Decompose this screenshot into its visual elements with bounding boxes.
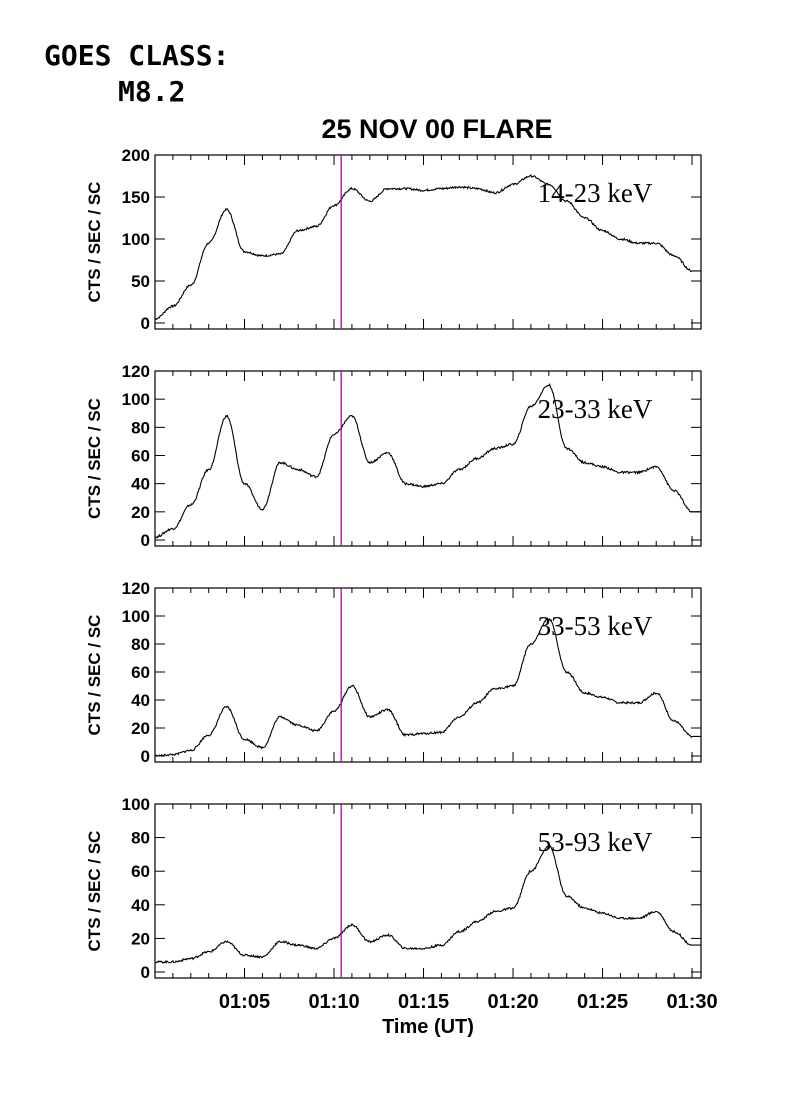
x-axis-label: Time (UT) (382, 1016, 474, 1038)
panel-4: 0 20 40 60 80 100 CTS / SEC / SC 53-93 keV (85, 795, 702, 982)
y-tick-label: 20 (131, 503, 150, 522)
y-axis-label: CTS / SEC / SC (85, 398, 104, 519)
panel-1: 0 50 100 150 200 CTS / SEC / SC 14-23 keV (85, 146, 702, 333)
y-tick-label: 200 (122, 146, 150, 165)
series-line (154, 617, 701, 757)
y-tick-label: 60 (131, 447, 150, 466)
y-tick-label: 50 (131, 272, 150, 291)
y-tick-label: 150 (122, 188, 150, 207)
energy-band-label: 14-23 keV (538, 178, 653, 208)
x-tick-label: 01:10 (308, 991, 359, 1013)
panel-2: 0 20 40 60 80 100 120 CTS / SEC / SC 23-33 keV (85, 362, 702, 550)
y-tick-label: 0 (141, 531, 150, 550)
panel-frame (154, 803, 702, 979)
y-tick-label: 0 (141, 963, 150, 982)
y-tick-label: 60 (131, 663, 150, 682)
y-tick-label: 100 (122, 795, 150, 814)
y-tick-label: 100 (122, 390, 150, 409)
series-line (154, 843, 701, 964)
y-tick-label: 80 (131, 829, 150, 848)
series-line (154, 383, 701, 539)
goes-class-annotation: GOES CLASS: M8.2 (44, 38, 229, 110)
panel-frame (154, 154, 702, 330)
energy-band-label: 23-33 keV (538, 394, 653, 424)
y-axis-label: CTS / SEC / SC (85, 615, 104, 736)
y-tick-label: 20 (131, 929, 150, 948)
goes-class-value: M8.2 (118, 75, 186, 108)
y-tick-label: 40 (131, 691, 150, 710)
y-tick-label: 60 (131, 862, 150, 881)
y-axis-label: CTS / SEC / SC (85, 831, 104, 952)
y-axis-label: CTS / SEC / SC (85, 182, 104, 303)
x-tick-label: 01:25 (577, 991, 628, 1013)
y-tick-label: 0 (141, 314, 150, 333)
goes-class-label: GOES CLASS: (44, 39, 230, 72)
y-tick-label: 80 (131, 635, 150, 654)
x-tick-label: 01:15 (398, 991, 449, 1013)
x-tick-label: 01:20 (487, 991, 538, 1013)
y-tick-label: 80 (131, 418, 150, 437)
x-tick-labels: 01:05 01:10 01:15 01:20 01:25 01:30 (219, 991, 718, 1013)
y-tick-label: 120 (122, 362, 150, 381)
panel-3: 0 20 40 60 80 100 120 CTS / SEC / SC 33-53 keV (85, 579, 702, 766)
y-tick-label: 20 (131, 719, 150, 738)
series-line (154, 174, 701, 321)
energy-band-label: 53-93 keV (538, 827, 653, 857)
x-tick-label: 01:30 (666, 991, 717, 1013)
y-tick-label: 40 (131, 475, 150, 494)
panel-frame (154, 587, 702, 763)
y-tick-label: 100 (122, 230, 150, 249)
y-tick-label: 100 (122, 607, 150, 626)
chart-title: 25 NOV 00 FLARE (321, 114, 552, 144)
energy-band-label: 33-53 keV (538, 611, 653, 641)
y-tick-label: 120 (122, 579, 150, 598)
y-tick-label: 40 (131, 896, 150, 915)
x-tick-label: 01:05 (219, 991, 270, 1013)
panel-frame (154, 370, 702, 547)
y-tick-label: 0 (141, 747, 150, 766)
